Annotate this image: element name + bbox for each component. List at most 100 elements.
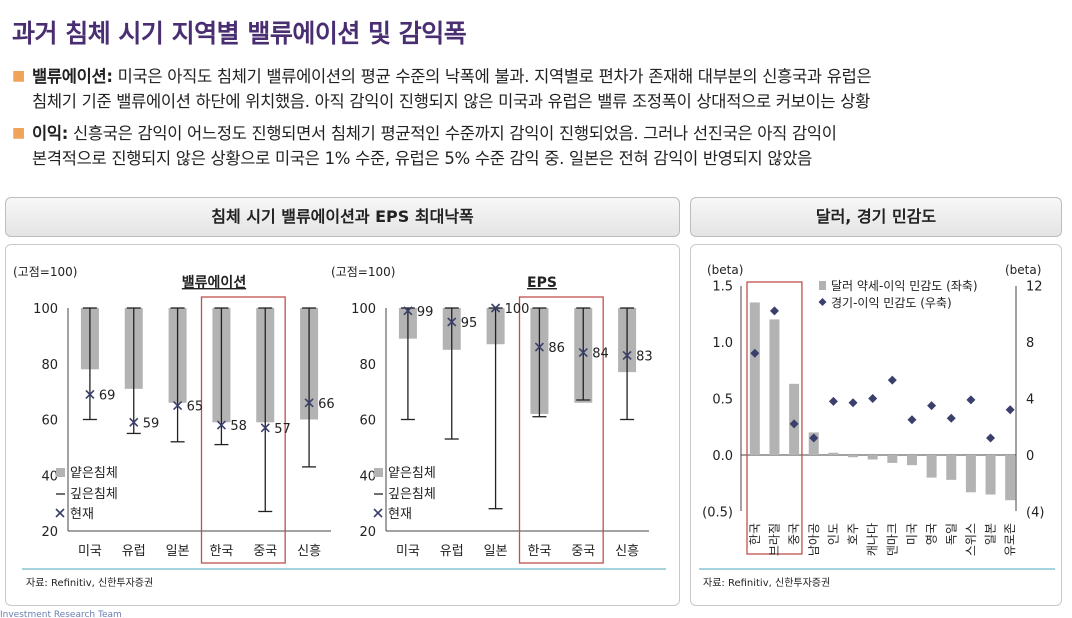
bullet-valuation-text1: 미국은 아직도 침체기 밸류에이션의 평균 수준의 낙폭에 불과. 지역별로 편…: [112, 67, 872, 86]
bullet-earnings-line2: 본격적으로 진행되지 않은 상황으로 미국은 1% 수준, 유럽은 5% 수준 …: [32, 149, 813, 168]
chart2-current-label: 100: [505, 302, 530, 317]
chart3-diamond-point: [887, 375, 897, 385]
chart2-legend-shallow: 얕은침체: [388, 466, 436, 481]
chart1-current-marker: [85, 389, 95, 399]
chart3-x-tick-label: 독일: [944, 523, 958, 545]
chart3-diamond-point: [966, 395, 976, 405]
chart2-current-label: 83: [636, 349, 653, 364]
chart2-x-tick-label: 유럽: [440, 544, 464, 559]
chart2-current-marker-stroke: [447, 317, 457, 327]
right-panel: (beta) (beta) (0.5) 0.0 0.5 1.0 1.5 (4) 0 4 8 12 한국 브…: [690, 244, 1062, 606]
chart3-x-tick-label: 한국: [748, 523, 762, 545]
chart3-x-tick-label: 중국: [787, 523, 801, 545]
chart3-x-tick-label: 캐나다: [866, 523, 880, 556]
chart2-current-label: 86: [548, 341, 565, 356]
chart3-right-tick-label: 8: [1026, 336, 1034, 351]
chart3-bar: [867, 455, 878, 460]
chart2-current-label: 99: [417, 305, 434, 320]
chart3-x-tick-label: 미국: [905, 523, 919, 545]
chart3-bar: [769, 319, 780, 455]
chart2-y-tick-label: 60: [359, 414, 376, 429]
bullet-square-icon: ■: [12, 68, 25, 84]
chart2-legend-current-swatch: [373, 508, 383, 518]
chart3-diamond-point: [927, 401, 937, 411]
chart2-x-tick-label: 일본: [484, 544, 508, 559]
chart3-x-tick-label: 호주: [846, 523, 860, 545]
chart3-x-tick-label: 인도: [826, 523, 840, 545]
chart3-bar: [1005, 455, 1016, 501]
chart3-x-tick-label: 유로존: [1003, 523, 1017, 556]
chart3-right-tick-label: 12: [1026, 280, 1043, 295]
chart1-legend-current-swatch-stroke: [55, 508, 65, 518]
chart2-y-tick-label: 40: [359, 469, 376, 484]
chart1-current-label: 58: [230, 419, 247, 434]
chart1-current-label: 59: [143, 416, 160, 431]
chart3-right-axis-unit: (beta): [1005, 263, 1041, 277]
chart2-current-marker: [491, 303, 501, 313]
drawdown-charts: (고점=100) 밸류에이션 20 40 60 80 100 69 미국 59 유럽 65 일본 58 한국…: [13, 265, 666, 589]
chart1-current-marker: [129, 417, 139, 427]
right-source-text: 자료: Refinitiv, 신한투자증권: [703, 577, 830, 589]
chart1-y-tick-label: 80: [41, 358, 58, 373]
chart3-left-tick-label: 0.0: [712, 449, 733, 464]
chart2-current-label: 84: [592, 347, 609, 362]
bullet-valuation-line2: 침체기 기준 밸류에이션 하단에 위치했음. 아직 감익이 진행되지 않은 미국…: [32, 92, 870, 111]
chart1-current-marker-stroke: [129, 417, 139, 427]
chart2-x-tick-label: 신흥: [615, 544, 639, 559]
chart3-bar: [749, 302, 760, 455]
bullet-earnings-line1: 이익: 신흥국은 감익이 어느정도 진행되면서 침체기 평균적인 수준까지 감익…: [32, 121, 1070, 146]
chart3-bar: [965, 455, 976, 493]
chart2-current-marker: [534, 342, 544, 352]
chart1-x-tick-label: 미국: [78, 544, 102, 559]
chart2-current-marker: [403, 306, 413, 316]
chart3-left-tick-label: 0.5: [712, 393, 733, 408]
right-panel-title: 달러, 경기 민감도: [690, 197, 1062, 237]
chart1-y-tick-label: 20: [41, 525, 58, 540]
chart2-y-tick-label: 80: [359, 358, 376, 373]
chart1-legend-current: 현재: [70, 507, 94, 522]
chart1-current-marker: [304, 398, 314, 408]
chart3-legend-diamond: 경기-이익 민감도 (우축): [831, 296, 952, 310]
bullet-earnings-text1: 신흥국은 감익이 어느정도 진행되면서 침체기 평균적인 수준까지 감익이 진행…: [68, 124, 837, 143]
chart3-legend-bar: 달러 약세-이익 민감도 (좌축): [831, 278, 978, 293]
chart3-left-tick-label: 1.0: [712, 336, 733, 351]
chart3-right-tick-label: 0: [1026, 449, 1034, 464]
chart3-diamond-point: [1005, 405, 1015, 415]
chart1-current-marker-stroke: [260, 423, 270, 433]
chart2-legend-deep: 깊은침체: [388, 487, 436, 502]
chart2-legend-shallow-swatch: [374, 468, 383, 477]
chart3-x-tick-label: 브라질: [767, 523, 781, 556]
chart1-x-tick-label: 신흥: [297, 544, 321, 559]
chart3-x-tick-label: 남아공: [807, 523, 821, 556]
chart3-diamond-point: [769, 306, 779, 316]
chart3-diamond-point: [789, 419, 799, 429]
chart3-bar: [926, 455, 937, 478]
chart3-x-tick-label: 스위스: [964, 523, 978, 556]
chart1-highlight-box: [200, 296, 286, 564]
chart1-legend-current-swatch: [55, 508, 65, 518]
chart2-current-marker: [578, 348, 588, 358]
chart2-current-marker: [622, 350, 632, 360]
chart2-current-label: 95: [461, 316, 478, 331]
chart3-bar: [946, 455, 957, 480]
chart3-x-tick-label: 영국: [925, 523, 939, 545]
chart2-highlight-box: [518, 296, 604, 564]
chart3-x-tick-label: 일본: [984, 523, 998, 545]
chart3-left-tick-label: 1.5: [712, 280, 733, 295]
chart1-legend-shallow-swatch: [56, 468, 65, 477]
chart3-left-tick-label: (0.5): [702, 506, 733, 521]
chart2-x-tick-label: 중국: [571, 544, 595, 559]
bullet-earnings-lead: 이익:: [32, 124, 69, 143]
chart3-highlight-box: [746, 281, 803, 555]
chart1-title: 밸류에이션: [182, 274, 246, 291]
chart2-current-marker-stroke: [403, 306, 413, 316]
chart1-current-label: 69: [99, 388, 116, 403]
chart3-bar: [887, 455, 898, 463]
bullet-earnings: ■ 이익: 신흥국은 감익이 어느정도 진행되면서 침체기 평균적인 수준까지 …: [12, 121, 1070, 171]
chart2-y-tick-label: 100: [351, 302, 376, 317]
bullet-valuation-lead: 밸류에이션:: [32, 67, 113, 86]
page-title: 과거 침체 시기 지역별 밸류에이션 및 감익폭: [12, 19, 467, 48]
bullet-list: ■ 밸류에이션: 미국은 아직도 침체기 밸류에이션의 평균 수준의 낙폭에 불…: [12, 64, 1070, 178]
bullet-valuation: ■ 밸류에이션: 미국은 아직도 침체기 밸류에이션의 평균 수준의 낙폭에 불…: [12, 64, 1070, 114]
chart3-diamond-point: [848, 398, 858, 408]
